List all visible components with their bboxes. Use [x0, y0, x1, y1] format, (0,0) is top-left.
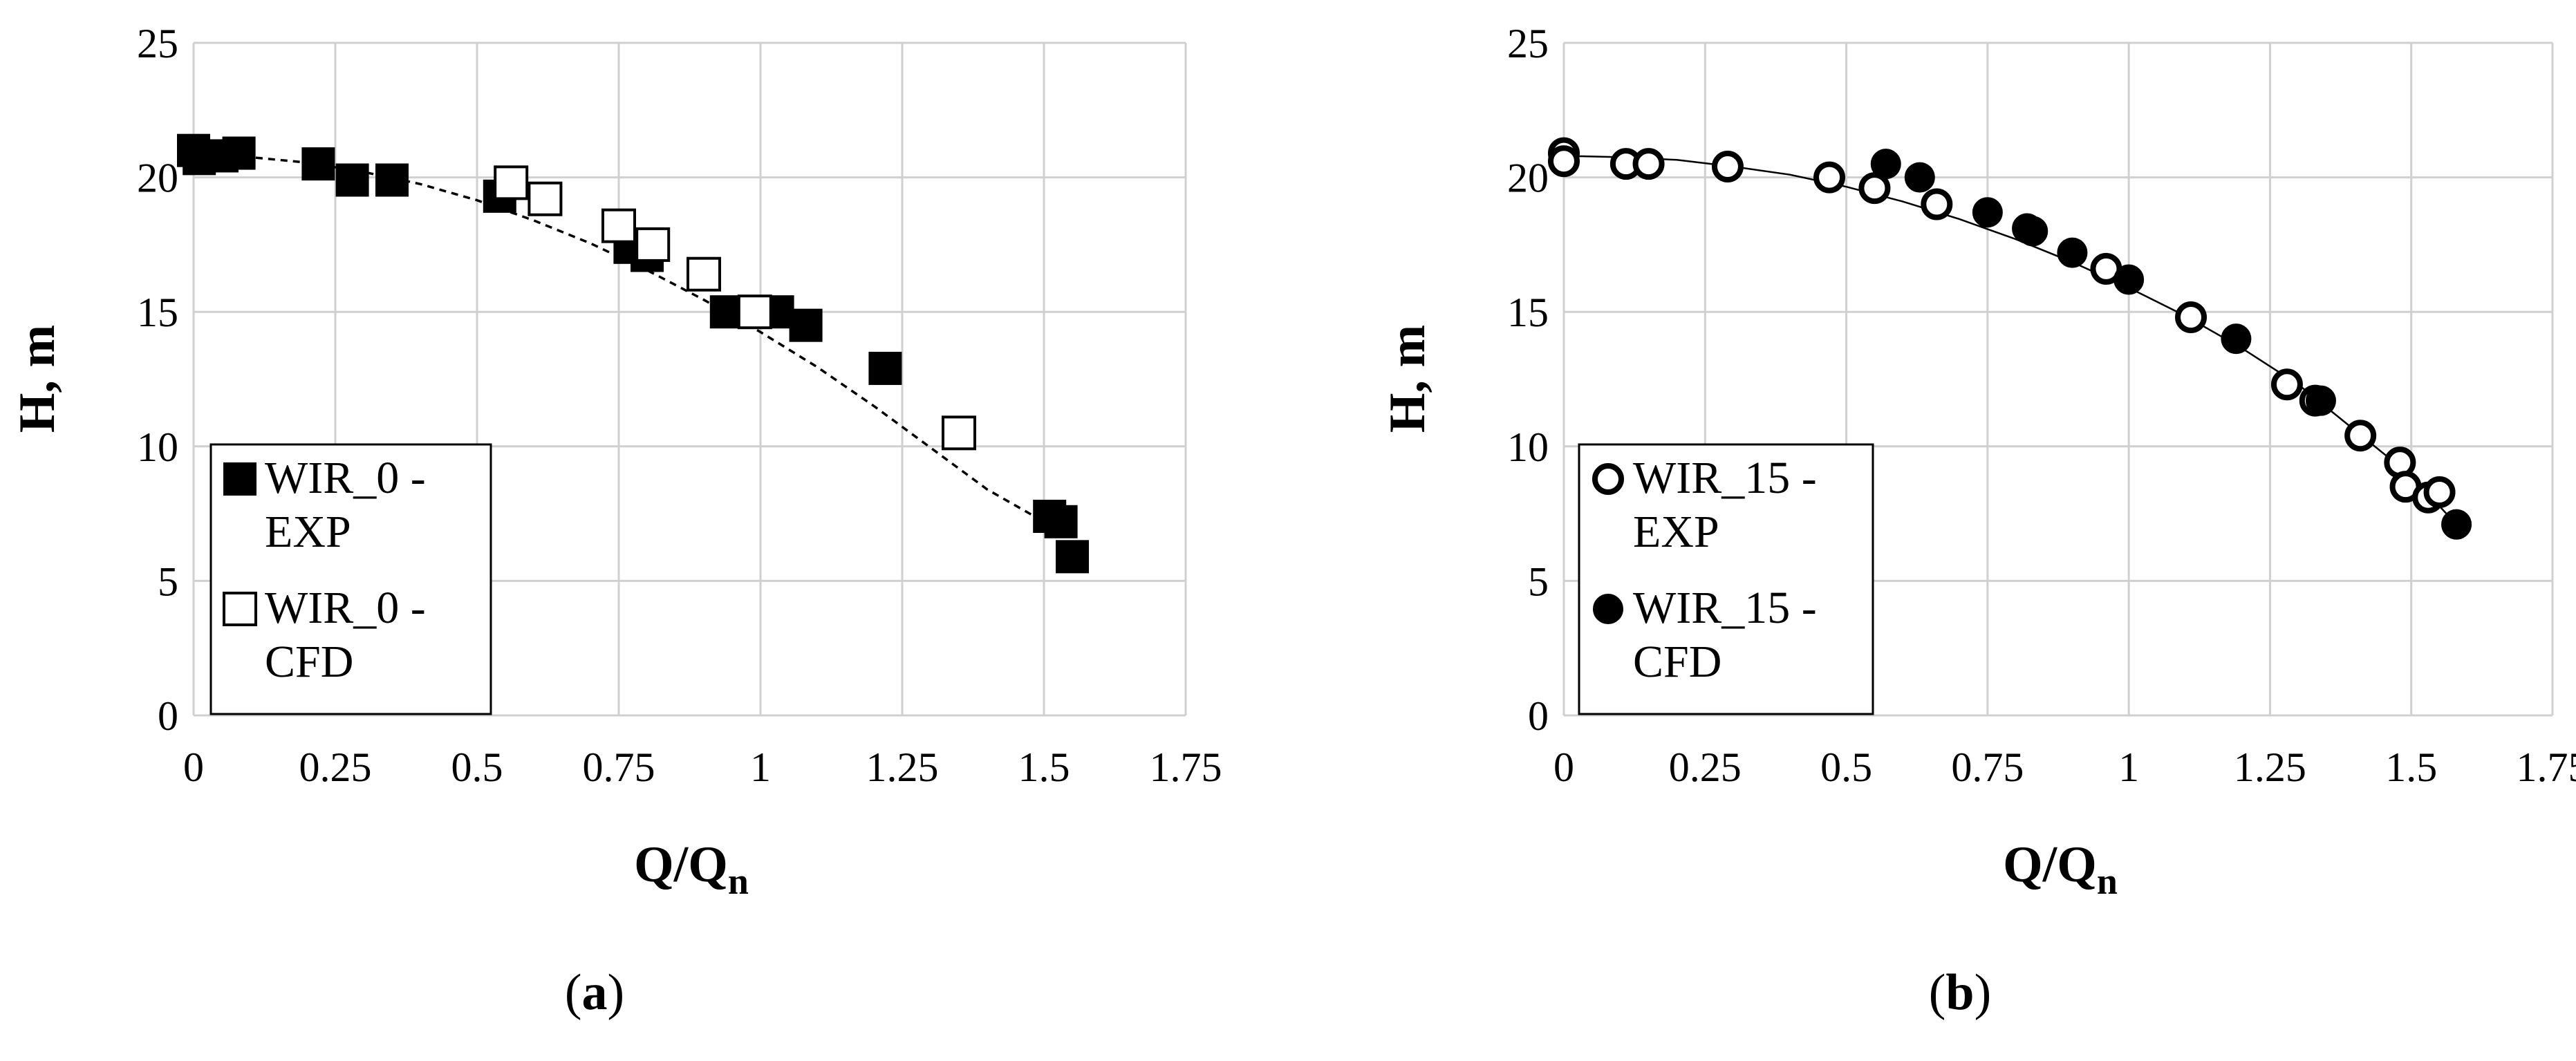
panel-b-x-tick-label: 1.5 [2385, 744, 2437, 790]
panel-b-y-tick-label: 10 [1507, 424, 1549, 470]
panel-b-y-axis-title: H, m [1379, 325, 1436, 433]
panel-b-series-1-point [1973, 198, 2002, 227]
panel-a-y-tick-label: 15 [137, 290, 178, 335]
panel-a-series-1-point [739, 296, 771, 328]
panel-a-x-tick-label: 0 [183, 744, 204, 790]
panel-b-series-0-point [2347, 422, 2373, 449]
panel-a-y-tick-label: 10 [137, 424, 178, 470]
panel-b-legend-marker-1 [1594, 594, 1623, 623]
panel-a-series-1-point [529, 183, 561, 215]
panel-b-x-tick-label: 0 [1553, 744, 1574, 790]
panel-a-series-0-point [302, 148, 334, 180]
panel-a-x-tick-label: 1 [750, 744, 771, 790]
panel-a-series-1-point [495, 167, 527, 198]
panel-a-legend-label-1: WIR_0 - [265, 583, 426, 633]
panel-b-series-0-point [2178, 304, 2204, 330]
panel-b-series-1-point [2306, 386, 2335, 415]
panel-a-legend-label-0: WIR_0 - [265, 453, 426, 503]
panel-a-y-tick-label: 25 [137, 21, 178, 66]
panel-a-caption-letter: a [582, 964, 608, 1021]
panel-a-y-tick-label: 5 [158, 558, 178, 604]
panel-b-x-tick-label: 0.25 [1669, 744, 1742, 790]
panel-b-series-1-point [2442, 510, 2471, 539]
panel-a-x-axis-title-main: Q/Q [634, 836, 728, 893]
panel-b-x-tick-label: 1.25 [2234, 744, 2306, 790]
panel-a-y-tick-label: 0 [158, 693, 178, 739]
panel-a-x-axis-title-sub: n [728, 861, 749, 902]
panel-a-series-0-point [1045, 506, 1077, 538]
panel-a-series-0-point [337, 164, 368, 196]
panel-b-series-0-point [1715, 153, 1741, 180]
panel-b-series-1-point [2018, 216, 2047, 245]
panel-b-series-0-point [2274, 371, 2300, 397]
panel-a-x-tick-label: 1.25 [866, 744, 939, 790]
panel-a-series-0-point [223, 138, 255, 169]
panel-a-series-0-point [790, 310, 822, 341]
panel-a-x-tick-label: 0.5 [451, 744, 503, 790]
panel-b-y-tick-label: 15 [1507, 290, 1549, 335]
panel-a-x-tick-label: 1.5 [1018, 744, 1070, 790]
panel-a-series-1-point [943, 417, 975, 449]
panel-b-series-1-point [2221, 324, 2250, 353]
panel-a-y-axis-title: H, m [9, 325, 66, 433]
panel-b-series-1-point [1905, 163, 1934, 192]
panel-a-x-tick-label: 1.75 [1150, 744, 1222, 790]
panel-b-series-1-point [1872, 149, 1901, 178]
panel-b-y-tick-label: 25 [1507, 21, 1549, 66]
panel-b-series-0-point [1551, 148, 1577, 174]
panel-b-y-tick-label: 5 [1528, 558, 1549, 604]
panel-b-series-0-point [2427, 479, 2453, 505]
panel-a-caption-open: ( [565, 964, 582, 1021]
panel-b-legend-marker-0 [1595, 466, 1621, 492]
panel-a-legend-marker-0 [224, 463, 256, 495]
panel-b-legend-label-0: EXP [1633, 507, 1719, 557]
panel-b-series-0-point [1636, 151, 1662, 177]
panel-a-legend-marker-1 [224, 593, 256, 625]
panel-a-series-1-point [688, 259, 720, 290]
panel-a-x-tick-label: 0.25 [299, 744, 372, 790]
panel-a-caption: (a) [565, 964, 624, 1021]
panel-b-x-tick-label: 1.75 [2517, 744, 2576, 790]
panel-b-series-1-point [2114, 265, 2143, 294]
panel-b-legend-label-0: WIR_15 - [1633, 453, 1817, 503]
panel-b-legend-label-1: WIR_15 - [1633, 583, 1817, 633]
panel-a-series-0-point [869, 353, 901, 384]
panel-b-caption-open: ( [1929, 964, 1946, 1021]
panel-a-series-0-point [376, 164, 408, 196]
panel-a-legend-label-1: CFD [265, 637, 353, 687]
panel-b-x-tick-label: 0.75 [1951, 744, 2024, 790]
panel-b-x-tick-label: 0.5 [1820, 744, 1872, 790]
panel-a-series-0-point [1056, 541, 1088, 572]
panel-a-y-tick-label: 20 [137, 156, 178, 201]
panel-a-caption-close: ) [608, 964, 625, 1021]
panel-b-legend-label-1: CFD [1633, 637, 1721, 687]
panel-b-series-1-point [2057, 238, 2087, 267]
panel-b-series-0-point [1816, 165, 1842, 191]
panel-a-series-1-point [637, 229, 669, 261]
panel-b-caption: (b) [1929, 964, 1991, 1021]
panel-a-x-tick-label: 0.75 [583, 744, 655, 790]
panel-b-caption-letter: b [1945, 964, 1974, 1021]
panel-b-series-0-point [1923, 191, 1950, 218]
panel-a-legend-label-0: EXP [265, 507, 351, 557]
panel-b-x-axis-title-main: Q/Q [2003, 836, 2097, 893]
panel-a-series-1-point [603, 210, 635, 242]
panel-b-caption-close: ) [1975, 964, 1992, 1021]
panel-b-x-axis-title-sub: n [2097, 861, 2118, 902]
panel-b-y-tick-label: 20 [1507, 156, 1549, 201]
panel-b-x-tick-label: 1 [2118, 744, 2139, 790]
panel-b-y-tick-label: 0 [1528, 693, 1549, 739]
